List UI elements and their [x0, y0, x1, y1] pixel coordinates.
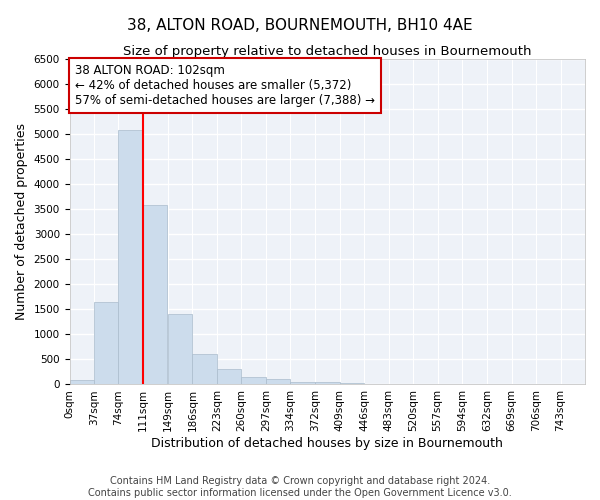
- Bar: [94, 302, 118, 384]
- Bar: [70, 380, 94, 384]
- Text: Contains HM Land Registry data © Crown copyright and database right 2024.
Contai: Contains HM Land Registry data © Crown c…: [88, 476, 512, 498]
- Bar: [266, 380, 290, 384]
- Title: Size of property relative to detached houses in Bournemouth: Size of property relative to detached ho…: [123, 45, 532, 58]
- Bar: [340, 383, 364, 384]
- Text: 38 ALTON ROAD: 102sqm
← 42% of detached houses are smaller (5,372)
57% of semi-d: 38 ALTON ROAD: 102sqm ← 42% of detached …: [74, 64, 374, 107]
- X-axis label: Distribution of detached houses by size in Bournemouth: Distribution of detached houses by size …: [151, 437, 503, 450]
- Bar: [168, 314, 193, 384]
- Bar: [241, 377, 266, 384]
- Bar: [316, 382, 340, 384]
- Bar: [193, 354, 217, 384]
- Bar: [217, 370, 241, 384]
- Y-axis label: Number of detached properties: Number of detached properties: [15, 124, 28, 320]
- Bar: [290, 382, 315, 384]
- Text: 38, ALTON ROAD, BOURNEMOUTH, BH10 4AE: 38, ALTON ROAD, BOURNEMOUTH, BH10 4AE: [127, 18, 473, 32]
- Bar: [118, 130, 143, 384]
- Bar: [143, 206, 167, 384]
